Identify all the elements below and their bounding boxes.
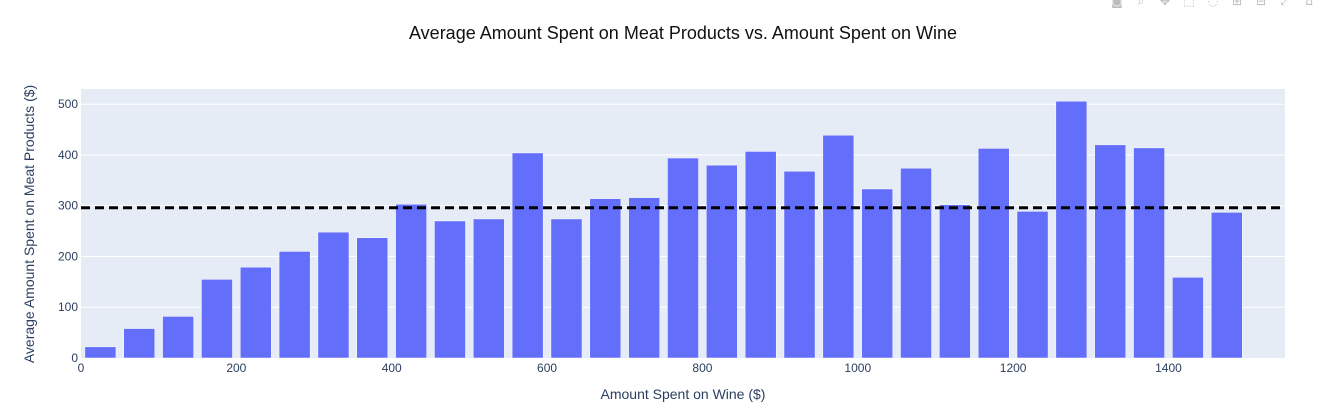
bar[interactable] <box>783 170 816 359</box>
bar[interactable] <box>667 157 699 359</box>
x-tick-label: 0 <box>78 361 85 375</box>
y-tick-label: 100 <box>58 300 78 314</box>
y-tick-label: 500 <box>58 97 78 111</box>
bar[interactable] <box>356 237 389 359</box>
y-axis-title: Average Amount Spent on Meat Products ($… <box>21 85 37 363</box>
bar[interactable] <box>1055 100 1088 359</box>
bar[interactable] <box>1094 144 1127 359</box>
zoom-icon[interactable]: ⌕ <box>1137 0 1145 8</box>
bar[interactable] <box>511 152 544 359</box>
bar[interactable] <box>1172 277 1204 359</box>
reset-icon[interactable]: ⌂ <box>1305 0 1313 8</box>
camera-icon[interactable]: ◙ <box>1111 0 1123 8</box>
y-axis-ticks: 0 100 200 300 400 500 <box>58 97 78 365</box>
x-axis-ticks: 0 200 400 600 800 1000 1200 1400 <box>78 361 1182 375</box>
zoom-in-icon[interactable]: ⊞ <box>1231 0 1243 8</box>
y-tick-label: 300 <box>58 199 78 213</box>
bar[interactable] <box>900 167 932 359</box>
bar[interactable] <box>278 251 311 359</box>
bar[interactable] <box>628 197 660 359</box>
x-tick-label: 1400 <box>1155 361 1182 375</box>
modebar: ◙ ⌕ ✥ ⬚ ◌ ⊞ ⊟ ⤢ ⌂ <box>1109 0 1317 8</box>
x-tick-label: 800 <box>692 361 712 375</box>
box-select-icon[interactable]: ⬚ <box>1183 0 1195 8</box>
y-tick-label: 200 <box>58 249 78 263</box>
x-tick-label: 1200 <box>1000 361 1027 375</box>
bar[interactable] <box>395 203 427 359</box>
x-axis-title: Amount Spent on Wine ($) <box>601 386 766 402</box>
zoom-out-icon[interactable]: ⊟ <box>1255 0 1267 8</box>
bar[interactable] <box>589 198 622 359</box>
y-tick-label: 0 <box>71 351 78 365</box>
x-tick-label: 600 <box>537 361 557 375</box>
pan-icon[interactable]: ✥ <box>1159 0 1171 8</box>
bar[interactable] <box>861 188 893 359</box>
x-tick-label: 1000 <box>844 361 871 375</box>
x-tick-label: 400 <box>382 361 402 375</box>
bar[interactable] <box>939 204 971 359</box>
bar[interactable] <box>123 328 156 359</box>
x-tick-label: 200 <box>226 361 246 375</box>
bar[interactable] <box>473 218 505 359</box>
bar[interactable] <box>1210 212 1243 359</box>
y-tick-label: 400 <box>58 148 78 162</box>
bar[interactable] <box>201 279 233 359</box>
bar[interactable] <box>744 151 777 359</box>
bar[interactable] <box>434 220 466 359</box>
bar[interactable] <box>977 148 1010 359</box>
bar[interactable] <box>1016 211 1049 359</box>
autoscale-icon[interactable]: ⤢ <box>1280 0 1290 8</box>
bar[interactable] <box>1133 147 1165 359</box>
bar[interactable] <box>706 164 738 359</box>
bar[interactable] <box>239 266 272 359</box>
bar[interactable] <box>822 134 855 359</box>
lasso-icon[interactable]: ◌ <box>1207 0 1219 8</box>
bar[interactable] <box>84 346 117 359</box>
chart-title: Average Amount Spent on Meat Products vs… <box>409 23 957 43</box>
bar[interactable] <box>550 218 583 359</box>
bar[interactable] <box>162 316 194 359</box>
bars <box>84 100 1243 359</box>
bar[interactable] <box>317 231 350 359</box>
